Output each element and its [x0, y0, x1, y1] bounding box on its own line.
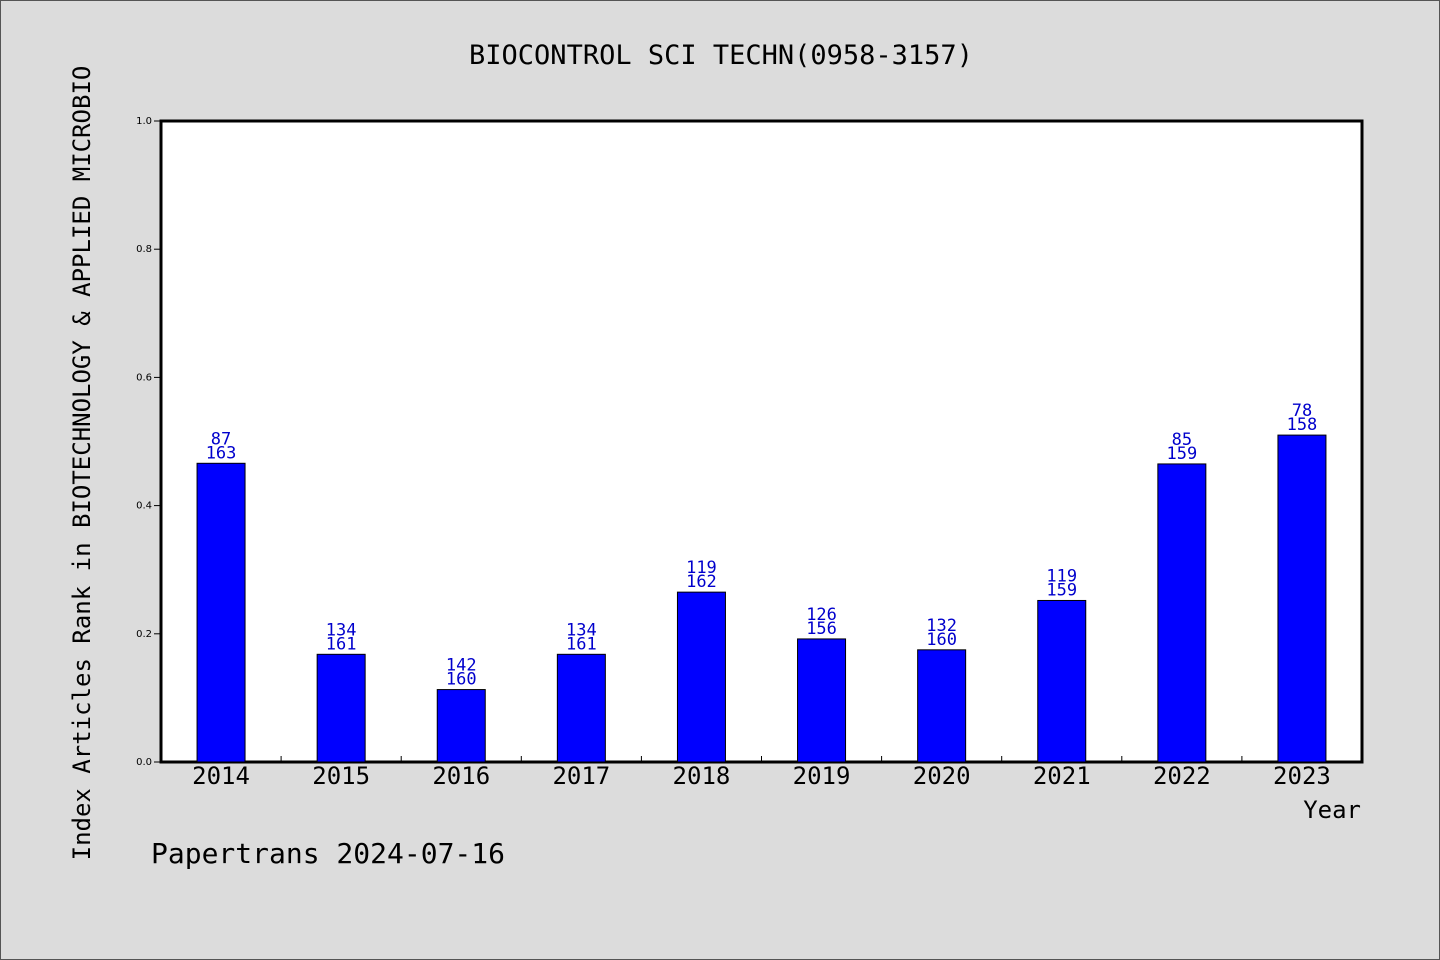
- bar: [1277, 434, 1327, 763]
- bar-rank-label: 134: [566, 620, 597, 640]
- bar-rank-label: 134: [326, 620, 357, 640]
- footer-text: Papertrans 2024-07-16: [151, 837, 505, 870]
- bar-rank-label: 119: [686, 558, 717, 578]
- x-tick-label: 2021: [1033, 762, 1091, 790]
- bar: [797, 638, 847, 763]
- bar-rank-label: 126: [806, 605, 837, 625]
- x-tick-label: 2022: [1153, 762, 1211, 790]
- chart-title: BIOCONTROL SCI TECHN(0958-3157): [469, 40, 973, 71]
- y-tick-label: 0.8: [136, 244, 152, 255]
- bar: [196, 462, 246, 763]
- y-tick-label: 0.2: [136, 629, 152, 640]
- x-tick-label: 2019: [793, 762, 851, 790]
- bar-rank-label: 142: [446, 656, 477, 676]
- bar-series: [196, 434, 1327, 763]
- bar: [556, 653, 606, 763]
- bar-total-label: 161: [566, 634, 597, 654]
- y-axis: 0.0 0.2 0.4 0.6 0.8 1.0: [136, 116, 161, 768]
- bar-rank-label: 85: [1172, 430, 1192, 450]
- bar: [1037, 599, 1087, 763]
- bar-total-label: 159: [1166, 444, 1197, 464]
- y-axis-title: Index Articles Rank in BIOTECHNOLOGY & A…: [68, 66, 96, 861]
- bar: [436, 689, 486, 763]
- y-tick-label: 0.0: [136, 757, 152, 768]
- x-tick-label: 2015: [312, 762, 370, 790]
- x-axis-title: Year: [1303, 796, 1361, 824]
- bar-total-label: 161: [326, 634, 357, 654]
- bar-rank-label: 119: [1046, 566, 1077, 586]
- bar: [917, 649, 967, 763]
- x-tick-label: 2017: [552, 762, 610, 790]
- x-tick-label: 2023: [1273, 762, 1331, 790]
- bar-rank-label: 78: [1292, 401, 1312, 421]
- y-tick-label: 1.0: [136, 116, 152, 127]
- bar-total-label: 158: [1287, 415, 1318, 435]
- bar-rank-label: 87: [211, 429, 231, 449]
- bar-rank-label: 132: [926, 616, 957, 636]
- x-tick-label: 2016: [432, 762, 490, 790]
- bar-total-label: 160: [446, 670, 477, 690]
- y-tick-label: 0.4: [136, 501, 152, 512]
- bar-total-label: 156: [806, 619, 837, 639]
- y-tick-label: 0.6: [136, 372, 152, 383]
- x-tick-label: 2020: [913, 762, 971, 790]
- bar-total-label: 162: [686, 572, 717, 592]
- bar: [676, 591, 726, 763]
- bar-total-label: 159: [1046, 580, 1077, 600]
- bar-total-label: 160: [926, 630, 957, 650]
- x-tick-label: 2014: [192, 762, 250, 790]
- x-axis: 2014 2015 2016 2017 2018 2019 2020 2021 2022 2023: [192, 756, 1331, 790]
- bar: [1157, 463, 1207, 763]
- bar: [316, 653, 366, 763]
- bar-total-label: 163: [206, 443, 237, 463]
- x-tick-label: 2018: [673, 762, 731, 790]
